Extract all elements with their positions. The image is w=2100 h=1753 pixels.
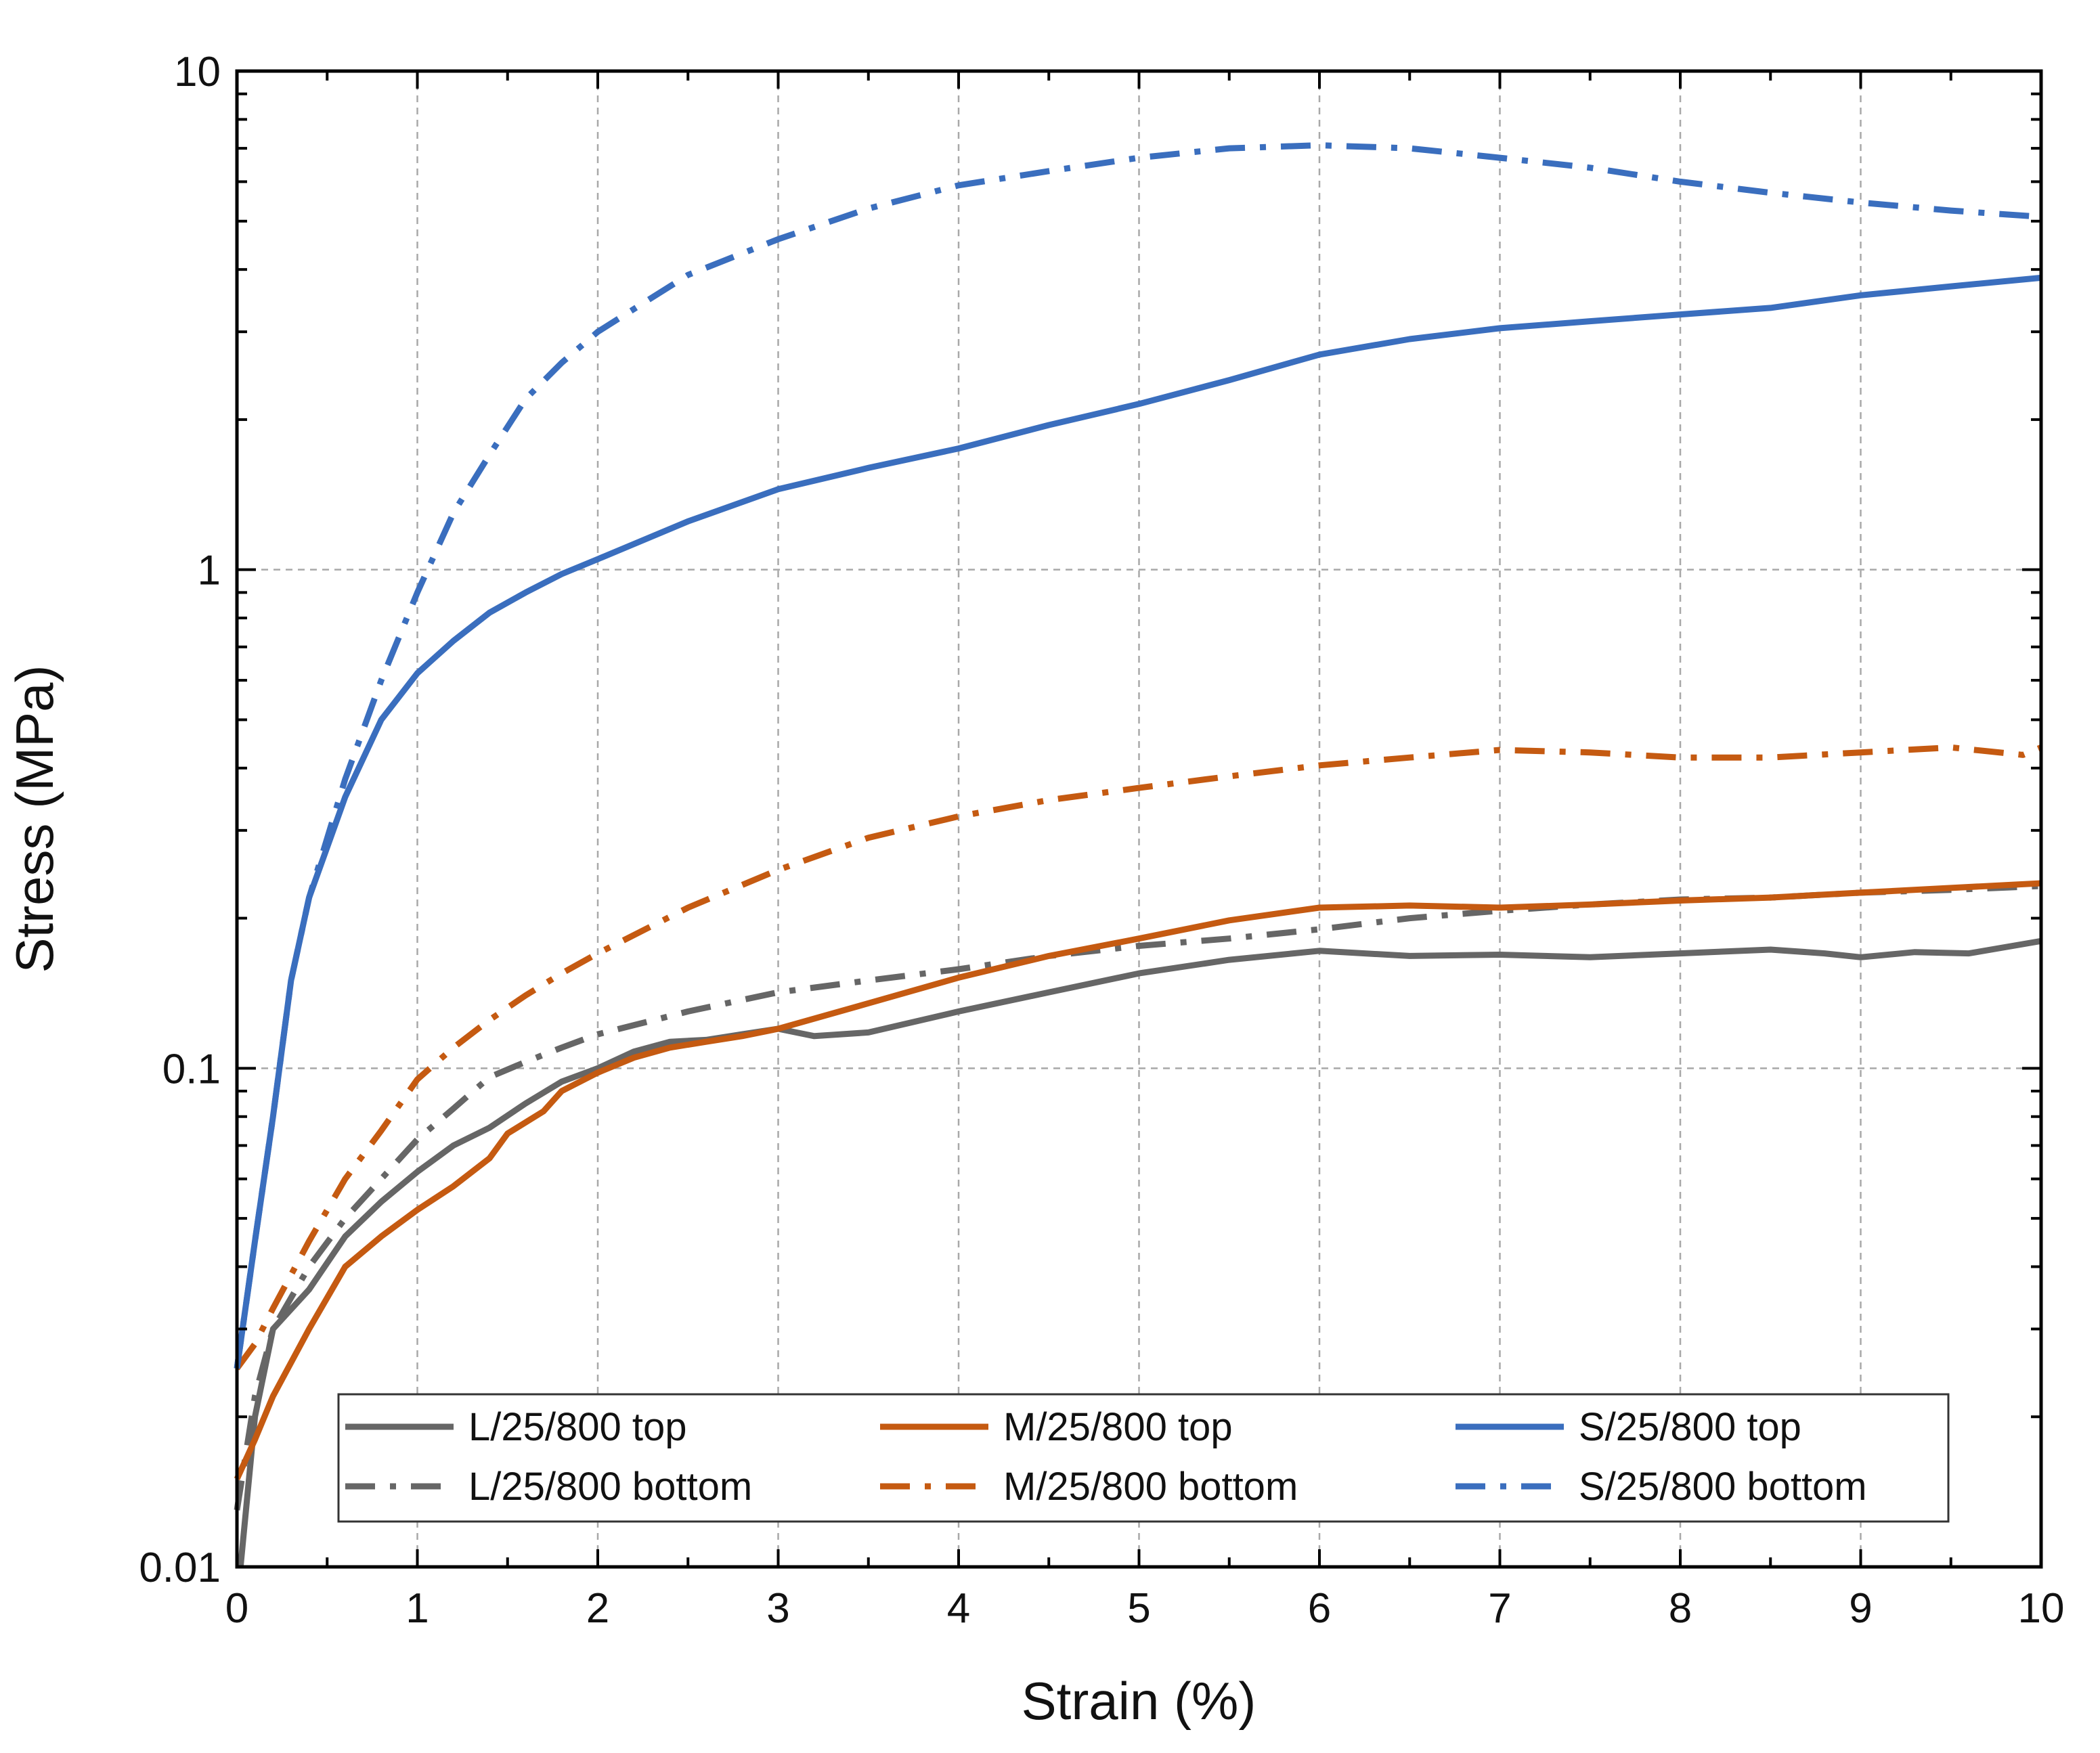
series-line-3 xyxy=(234,880,2042,1481)
x-tick-label: 6 xyxy=(1308,1585,1331,1632)
y-axis-title: Stress (MPa) xyxy=(5,665,64,973)
series-line-2 xyxy=(234,883,2042,1511)
legend-box xyxy=(337,1393,1950,1523)
x-tick-label: 10 xyxy=(2018,1585,2065,1632)
plot-frame xyxy=(235,69,2043,1569)
tick-labels: 0 1 2 3 4 5 6 7 8 9 10 0.01 0.1 1 10 xyxy=(139,49,2064,1632)
x-tick-label: 0 xyxy=(225,1585,248,1632)
y-tick-label: 1 xyxy=(198,548,221,594)
legend-label: S/25/800 bottom xyxy=(1579,1465,1867,1509)
y-tick-label: 0.1 xyxy=(162,1046,221,1092)
x-tick-label: 5 xyxy=(1127,1585,1150,1632)
series-line-5 xyxy=(234,274,2042,1369)
legend: L/25/800 top L/25/800 bottom M/25/800 top M… xyxy=(337,1393,1950,1523)
x-tick-label: 1 xyxy=(406,1585,429,1632)
y-tick-label: 0.01 xyxy=(139,1545,221,1591)
gridlines xyxy=(237,71,2041,1567)
x-tick-label: 9 xyxy=(1849,1585,1872,1632)
legend-label: M/25/800 bottom xyxy=(1003,1465,1298,1509)
legend-label: L/25/800 top xyxy=(468,1405,687,1449)
legend-label: L/25/800 bottom xyxy=(468,1465,752,1509)
x-tick-label: 3 xyxy=(766,1585,789,1632)
legend-label: M/25/800 top xyxy=(1003,1405,1233,1449)
series-line-1 xyxy=(237,937,2042,1568)
x-tick-label: 8 xyxy=(1669,1585,1692,1632)
x-tick-label: 4 xyxy=(947,1585,970,1632)
x-tick-label: 2 xyxy=(586,1585,609,1632)
x-tick-label: 7 xyxy=(1488,1585,1511,1632)
series-line-6 xyxy=(234,142,2042,1369)
x-axis-title: Strain (%) xyxy=(1022,1671,1256,1731)
series-lines xyxy=(234,142,2042,1568)
series-line-4 xyxy=(234,744,2042,1371)
y-tick-label: 10 xyxy=(174,49,221,95)
legend-label: S/25/800 top xyxy=(1579,1405,1801,1449)
